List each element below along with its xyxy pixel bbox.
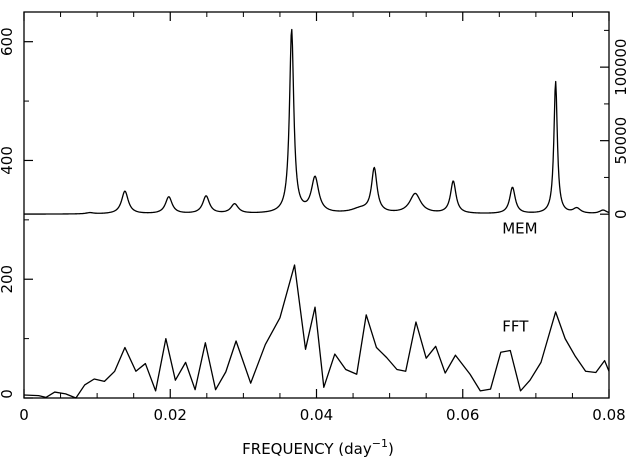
series-label-fft: FFT [502,317,529,335]
x-axis-title-suffix: ) [388,440,394,458]
series-line-mem [23,28,610,215]
right-y-tick-label: 50000 [612,117,630,165]
x-tick-label: 0.08 [592,406,625,424]
x-tick-label: 0.04 [300,406,333,424]
x-axis-title-exponent: −1 [372,437,388,450]
x-tick-label: 0.06 [446,406,479,424]
x-axis-title: FREQUENCY (day−1) [242,437,394,458]
plot-frame [23,11,610,399]
left-y-tick-label: 400 [0,146,16,175]
left-y-tick-label: 600 [0,27,16,56]
series-line-fft [23,264,610,399]
x-axis-title-text: FREQUENCY (day [242,440,372,458]
x-tick-label: 0 [19,406,29,424]
right-y-tick-label: 100000 [612,39,630,96]
left-y-tick-label: 0 [0,389,16,399]
x-tick-label: 0.02 [154,406,187,424]
left-y-tick-label: 200 [0,265,16,294]
plot-layer: 0 0.02 0.04 0.06 0.08 0 200 400 600 0 50000 100000 M… [0,11,630,424]
right-y-tick-label: 0 [612,209,630,219]
series-label-mem: MEM [502,220,537,238]
